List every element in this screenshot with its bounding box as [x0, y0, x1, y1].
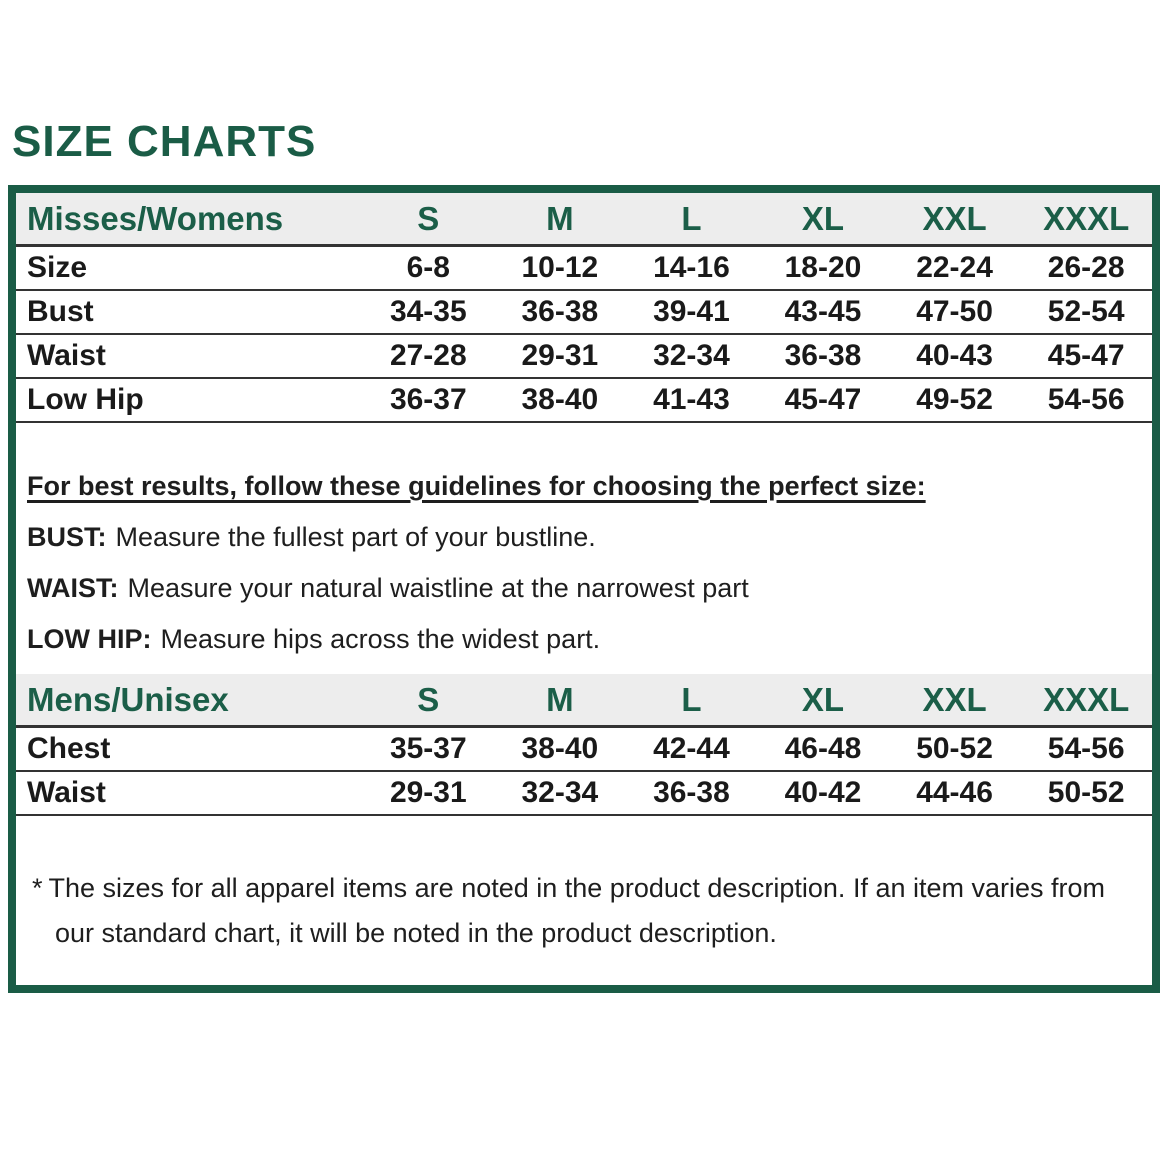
mens-unisex-table: Mens/Unisex S M L XL XXL XXXL Chest 35-3…: [16, 674, 1152, 816]
size-value-cell: 26-28: [1020, 245, 1152, 291]
size-value-cell: 42-44: [625, 726, 758, 772]
size-value-cell: 39-41: [625, 290, 758, 335]
table-row-waist: Waist 27-28 29-31 32-34 36-38 40-43 45-4…: [16, 334, 1152, 379]
column-header-s: S: [362, 674, 495, 728]
size-value-cell: 47-50: [888, 290, 1021, 335]
column-header-l: L: [625, 193, 758, 247]
row-label: Bust: [16, 290, 363, 335]
size-value-cell: 27-28: [362, 334, 495, 379]
size-value-cell: 46-48: [757, 726, 889, 772]
row-label: Waist: [16, 771, 363, 816]
guideline-text: Measure your natural waistline at the na…: [127, 573, 749, 603]
guideline-label: LOW HIP:: [27, 624, 152, 654]
size-value-cell: 45-47: [757, 378, 889, 423]
column-header-xxxl: XXXL: [1020, 193, 1152, 247]
size-value-cell: 35-37: [362, 726, 495, 772]
size-value-cell: 18-20: [757, 245, 889, 291]
size-value-cell: 36-37: [362, 378, 495, 423]
table-row-low-hip: Low Hip 36-37 38-40 41-43 45-47 49-52 54…: [16, 378, 1152, 423]
misses-header-row: Misses/Womens S M L XL XXL XXXL: [16, 193, 1152, 247]
mens-table-title: Mens/Unisex: [16, 674, 363, 728]
guideline-label: WAIST:: [27, 573, 119, 603]
page-title: SIZE CHARTS: [12, 117, 317, 166]
guideline-label: BUST:: [27, 522, 107, 552]
size-value-cell: 36-38: [757, 334, 889, 379]
size-value-cell: 14-16: [625, 245, 758, 291]
size-value-cell: 29-31: [494, 334, 626, 379]
measuring-guidelines: For best results, follow these guideline…: [27, 469, 1132, 656]
column-header-xl: XL: [757, 674, 889, 728]
size-value-cell: 41-43: [625, 378, 758, 423]
table-row-chest: Chest 35-37 38-40 42-44 46-48 50-52 54-5…: [16, 726, 1152, 772]
column-header-xxxl: XXXL: [1020, 674, 1152, 728]
size-value-cell: 49-52: [888, 378, 1021, 423]
column-header-m: M: [494, 193, 626, 247]
column-header-xxl: XXL: [888, 193, 1021, 247]
row-label: Low Hip: [16, 378, 363, 423]
footnote-text: The sizes for all apparel items are note…: [48, 873, 1106, 948]
column-header-l: L: [625, 674, 758, 728]
mens-header-row: Mens/Unisex S M L XL XXL XXXL: [16, 674, 1152, 728]
guideline-waist: WAIST: Measure your natural waistline at …: [27, 571, 1132, 605]
size-value-cell: 44-46: [888, 771, 1021, 816]
column-header-s: S: [362, 193, 495, 247]
size-value-cell: 54-56: [1020, 726, 1152, 772]
misses-table-title: Misses/Womens: [16, 193, 363, 247]
column-header-m: M: [494, 674, 626, 728]
size-value-cell: 50-52: [1020, 771, 1152, 816]
guideline-text: Measure hips across the widest part.: [160, 624, 601, 654]
size-value-cell: 38-40: [494, 726, 626, 772]
row-label: Size: [16, 245, 363, 291]
guideline-text: Measure the fullest part of your bustlin…: [115, 522, 596, 552]
column-header-xl: XL: [757, 193, 889, 247]
size-chart-box: Misses/Womens S M L XL XXL XXXL Size 6-8…: [8, 185, 1160, 993]
row-label: Waist: [16, 334, 363, 379]
size-value-cell: 45-47: [1020, 334, 1152, 379]
guideline-bust: BUST: Measure the fullest part of your bu…: [27, 520, 1132, 554]
size-value-cell: 22-24: [888, 245, 1021, 291]
footnote-asterisk: *: [32, 873, 43, 903]
size-value-cell: 38-40: [494, 378, 626, 423]
guideline-low-hip: LOW HIP: Measure hips across the widest p…: [27, 622, 1132, 656]
size-value-cell: 36-38: [625, 771, 758, 816]
size-value-cell: 10-12: [494, 245, 626, 291]
column-header-xxl: XXL: [888, 674, 1021, 728]
size-value-cell: 40-42: [757, 771, 889, 816]
table-row-mens-waist: Waist 29-31 32-34 36-38 40-42 44-46 50-5…: [16, 771, 1152, 816]
size-value-cell: 40-43: [888, 334, 1021, 379]
size-value-cell: 29-31: [362, 771, 495, 816]
guidelines-heading: For best results, follow these guideline…: [27, 471, 926, 501]
misses-womens-table: Misses/Womens S M L XL XXL XXXL Size 6-8…: [16, 193, 1152, 423]
size-value-cell: 52-54: [1020, 290, 1152, 335]
size-value-cell: 32-34: [494, 771, 626, 816]
size-value-cell: 34-35: [362, 290, 495, 335]
size-value-cell: 32-34: [625, 334, 758, 379]
size-value-cell: 6-8: [362, 245, 495, 291]
size-value-cell: 50-52: [888, 726, 1021, 772]
row-label: Chest: [16, 726, 363, 772]
table-row-bust: Bust 34-35 36-38 39-41 43-45 47-50 52-54: [16, 290, 1152, 335]
table-row-size: Size 6-8 10-12 14-16 18-20 22-24 26-28: [16, 245, 1152, 291]
size-value-cell: 43-45: [757, 290, 889, 335]
footnote: * The sizes for all apparel items are not…: [32, 866, 1122, 956]
size-value-cell: 36-38: [494, 290, 626, 335]
size-value-cell: 54-56: [1020, 378, 1152, 423]
